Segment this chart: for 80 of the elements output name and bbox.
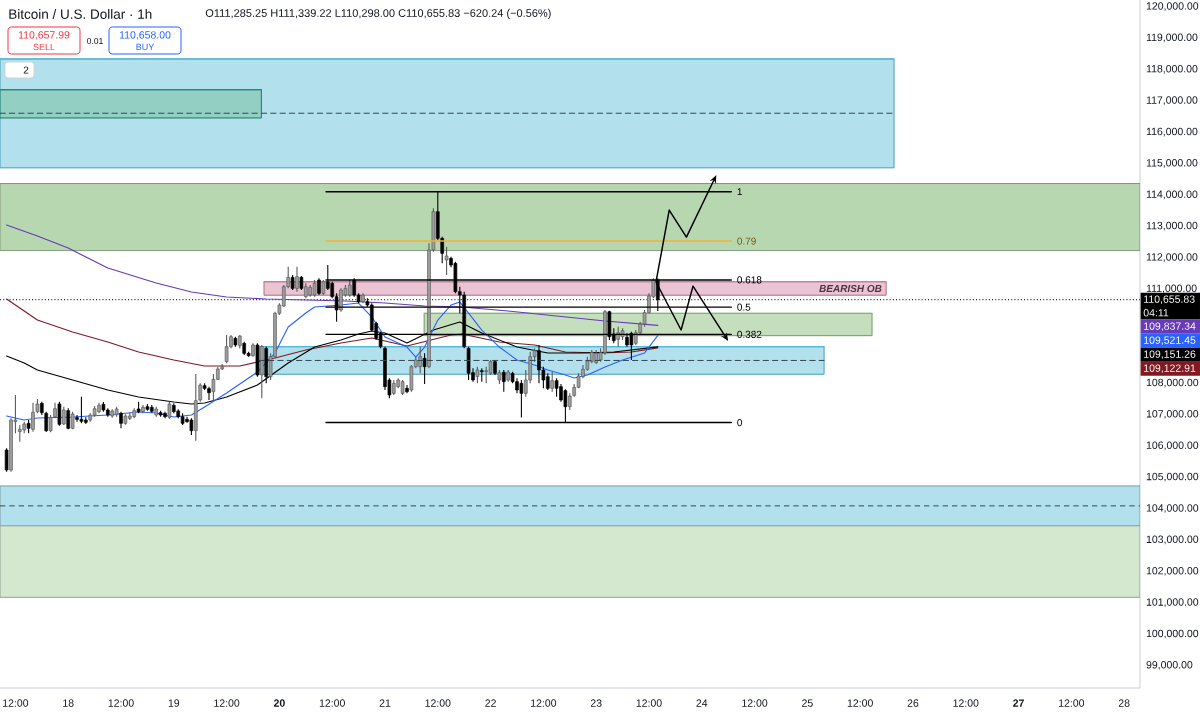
x-tick-label: 28 xyxy=(1118,699,1130,707)
y-tick-label: 111,000.00 xyxy=(1146,284,1197,294)
x-tick-label: 12:00 xyxy=(1059,699,1085,707)
y-tick-label: 118,000.00 xyxy=(1146,64,1198,74)
candlestick xyxy=(339,287,343,313)
candlestick xyxy=(554,377,559,398)
candlestick xyxy=(537,344,541,384)
x-tick-label: 12:00 xyxy=(847,699,873,707)
candlestick xyxy=(444,246,449,276)
text: 109,151.26 xyxy=(1144,350,1196,360)
text: Bitcoin / U.S. Dollar · 1h xyxy=(9,9,152,19)
y-tick-label: 102,000.00 xyxy=(1146,566,1199,576)
x-tick-label: 21 xyxy=(379,699,391,707)
legend-label: 0.382 xyxy=(737,330,762,338)
candlestick xyxy=(62,406,66,426)
y-tick-label: 101,000.00 xyxy=(1146,598,1199,607)
y-tick-label: 117,000.00 xyxy=(1146,96,1198,106)
y-tick-label: 114,000.00 xyxy=(1146,190,1198,200)
y-tick-label: 108,000.00 xyxy=(1146,378,1199,388)
x-tick-label: 22 xyxy=(485,699,496,707)
y-tick-label: 103,000.00 xyxy=(1146,535,1199,545)
ref-line-label: 110,655.83 xyxy=(1144,295,1195,305)
y-tick-label: 120,000.00 xyxy=(1146,2,1199,11)
candlestick xyxy=(519,379,524,419)
series-label: BEARISH OB xyxy=(819,284,882,293)
annotation: 0.01 xyxy=(87,37,103,44)
x-tick-label: 27 xyxy=(1013,699,1024,707)
candlestick xyxy=(79,396,84,424)
x-tick-label: 26 xyxy=(907,699,919,707)
x-tick-label: 20 xyxy=(273,699,285,707)
y-tick-label: 119,000.00 xyxy=(1146,33,1198,43)
annotation: 110,658.00 xyxy=(119,31,171,40)
series-label: 0.5 xyxy=(737,303,751,311)
x-tick-label: 12:00 xyxy=(531,699,557,707)
x-tick-label: 25 xyxy=(802,699,813,707)
candlestick xyxy=(422,352,427,385)
candlestick xyxy=(57,401,62,427)
x-tick-label: 23 xyxy=(590,699,602,707)
x-tick-label: 18 xyxy=(63,699,74,707)
y-tick-label: 116,000.00 xyxy=(1146,127,1198,137)
annotation: O111,285.25 H111,339.22 L110,298.00 C110,655.83 −620.24 (−0.56%) xyxy=(205,8,551,20)
y-tick-label: 100,000.00 xyxy=(1146,629,1199,639)
candlestick xyxy=(224,334,229,364)
y-tick-label: 106,000.00 xyxy=(1146,441,1199,451)
y-tick-label: 99,000.00 xyxy=(1146,661,1193,670)
x-tick-label: 12:00 xyxy=(636,699,662,707)
x-tick-label: 19 xyxy=(168,699,180,707)
y-tick-label: 113,000.00 xyxy=(1146,221,1198,231)
y-tick-label: 115,000.00 xyxy=(1146,159,1198,168)
candlestick xyxy=(44,411,48,433)
candlestick xyxy=(418,346,422,374)
x-tick-label: 12:00 xyxy=(742,699,768,707)
y-tick-label: 107,000.00 xyxy=(1146,410,1199,419)
x-tick-label: 12:00 xyxy=(953,699,979,707)
y-tick-label: 112,000.00 xyxy=(1146,253,1198,262)
x-tick-label: 12:00 xyxy=(425,699,451,707)
text: 109,122.91 xyxy=(1144,364,1196,374)
text: 04:11 xyxy=(1143,309,1169,317)
series-label: 0.79 xyxy=(737,237,756,245)
candlestick xyxy=(550,371,554,393)
x-tick-label: 24 xyxy=(696,699,708,707)
x-tick-label: 12:00 xyxy=(214,699,240,707)
candlestick xyxy=(295,266,299,293)
y-tick-label: 105,000.00 xyxy=(1146,472,1199,482)
series-label: 1 xyxy=(737,188,742,196)
x-tick-label: 12:00 xyxy=(108,699,134,707)
candlestick xyxy=(207,386,211,401)
annotation: 110,657.99 xyxy=(18,31,70,40)
y-tick-label: 104,000.00 xyxy=(1146,504,1199,513)
series-label: 0 xyxy=(737,419,743,427)
text: 109,837.34 xyxy=(1144,322,1196,332)
text: 109,521.45 xyxy=(1144,336,1196,346)
x-tick-label: 12:00 xyxy=(319,699,345,707)
x-tick-label: 12:00 xyxy=(3,699,29,707)
candlestick xyxy=(4,447,9,473)
annotation: BUY xyxy=(136,43,155,51)
candlestick xyxy=(502,369,506,393)
annotation: SELL xyxy=(33,43,55,51)
annotation: 2 xyxy=(23,66,29,74)
series-label: 0.618 xyxy=(737,276,762,284)
